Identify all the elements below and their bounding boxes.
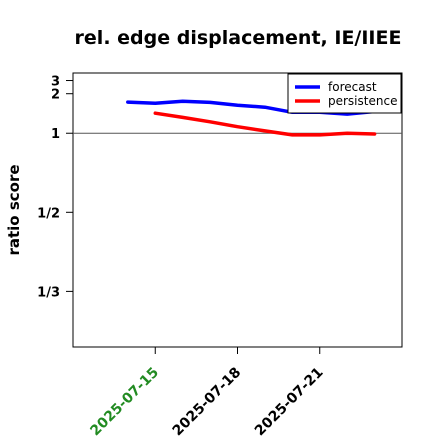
x-tick-label: 2025-07-21: [252, 365, 327, 440]
y-axis-label: ratio score: [5, 164, 23, 255]
y-tick-label: 3: [51, 75, 60, 90]
series-line-persistence: [153, 111, 377, 137]
chart-title: rel. edge displacement, IE/IIEE: [75, 27, 402, 49]
y-tick-label: 1/2: [37, 206, 60, 221]
legend-label-persistence: persistence: [328, 94, 397, 108]
y-tick-label: 1/3: [37, 285, 60, 300]
legend-label-forecast: forecast: [328, 80, 377, 94]
y-tick-label: 1: [51, 127, 60, 142]
y-tick-label: 2: [51, 88, 60, 103]
x-tick-label: 2025-07-18: [170, 365, 245, 440]
x-tick-label: 2025-07-15: [87, 365, 162, 440]
legend-box: [287, 73, 402, 114]
